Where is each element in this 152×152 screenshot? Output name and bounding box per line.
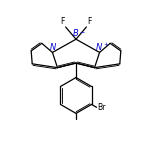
Text: N: N xyxy=(96,43,102,52)
Text: +: + xyxy=(103,42,108,47)
Text: F: F xyxy=(87,17,92,26)
Text: −: − xyxy=(80,29,85,34)
Text: Br: Br xyxy=(97,103,106,112)
Text: F: F xyxy=(60,17,65,26)
Text: N: N xyxy=(50,43,56,52)
Text: B: B xyxy=(73,29,79,38)
